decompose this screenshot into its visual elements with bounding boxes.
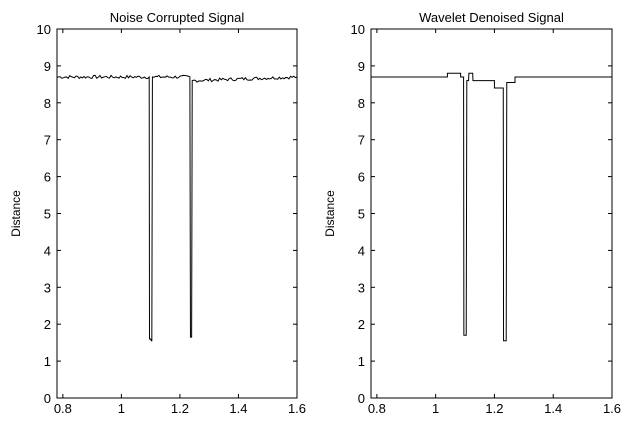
left-chart-title: Noise Corrupted Signal	[110, 10, 245, 25]
right-axis-ticks: 0 1 2 3 4 5 6 7 8 9 10 0.8 1 1.2 1.4 1.6	[351, 22, 622, 416]
y-tick-label: 8	[358, 96, 365, 111]
left-plot-frame	[56, 28, 298, 399]
left-y-axis-label: Distance	[9, 190, 23, 237]
x-tick-label: 0.8	[54, 401, 72, 416]
left-chart-noise-corrupted: Noise Corrupted Signal Distance 0 1 2 3 4 5 6 7…	[9, 10, 306, 416]
y-tick-label: 6	[358, 170, 365, 185]
x-tick-label: 1.6	[603, 401, 621, 416]
y-tick-label: 0	[358, 391, 365, 406]
left-signal-line	[56, 74, 298, 342]
right-plot-frame	[370, 28, 613, 399]
x-tick-label: 1	[118, 401, 125, 416]
y-tick-label: 5	[358, 207, 365, 222]
right-chart-wavelet-denoised: Wavelet Denoised Signal Distance 0 1 2 3 4 5 6…	[323, 10, 621, 416]
y-tick-label: 3	[44, 280, 51, 295]
y-tick-label: 8	[44, 96, 51, 111]
y-tick-label: 9	[358, 59, 365, 74]
left-axis-ticks: 0 1 2 3 4 5 6 7 8 9 10 0.8 1 1.2 1.4 1.6	[37, 22, 307, 416]
y-tick-label: 7	[358, 133, 365, 148]
x-tick-label: 0.8	[368, 401, 386, 416]
y-tick-label: 7	[44, 133, 51, 148]
y-tick-label: 4	[358, 243, 365, 258]
y-tick-label: 4	[44, 243, 51, 258]
x-tick-label: 1.4	[229, 401, 247, 416]
y-tick-label: 3	[358, 280, 365, 295]
y-tick-label: 10	[37, 22, 51, 37]
x-tick-label: 1.6	[288, 401, 306, 416]
right-signal-line	[371, 72, 612, 342]
y-tick-label: 9	[44, 59, 51, 74]
x-tick-label: 1.4	[544, 401, 562, 416]
y-tick-label: 2	[44, 317, 51, 332]
right-y-axis-label: Distance	[323, 190, 337, 237]
y-tick-label: 10	[351, 22, 365, 37]
y-tick-label: 5	[44, 207, 51, 222]
x-tick-label: 1	[432, 401, 439, 416]
x-tick-label: 1.2	[485, 401, 503, 416]
right-chart-title: Wavelet Denoised Signal	[419, 10, 564, 25]
y-tick-label: 2	[358, 317, 365, 332]
y-tick-label: 1	[358, 354, 365, 369]
x-tick-label: 1.2	[171, 401, 189, 416]
y-tick-label: 6	[44, 170, 51, 185]
y-tick-label: 0	[44, 391, 51, 406]
y-tick-label: 1	[44, 354, 51, 369]
